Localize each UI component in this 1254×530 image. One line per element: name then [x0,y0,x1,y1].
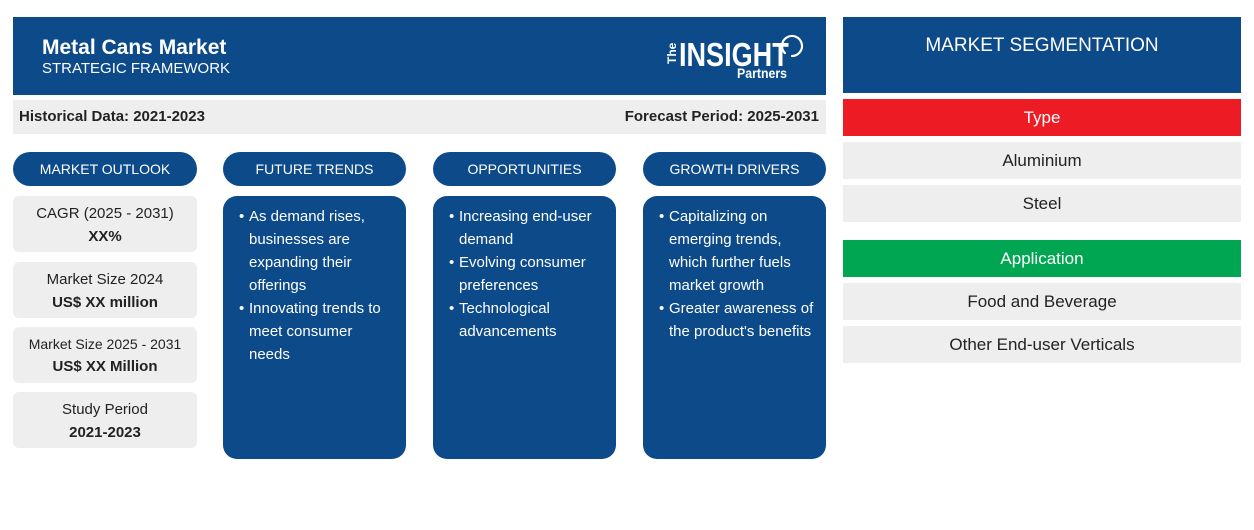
growth-drivers-box: Capitalizing on emerging trends, which f… [643,196,826,459]
market-outlook-heading: MARKET OUTLOOK [13,152,197,186]
header-banner: Metal Cans Market STRATEGIC FRAMEWORK Th… [13,17,826,95]
page-title: Metal Cans Market [42,36,227,59]
historical-data-label: Historical Data: 2021-2023 [19,108,205,125]
growth-drivers-list: Capitalizing on emerging trends, which f… [643,196,815,343]
list-item: Innovating trends to meet consumer needs [239,297,395,366]
list-item: Increasing end-user demand [449,205,605,251]
segmentation-header: MARKET SEGMENTATION [843,17,1241,93]
period-bar: Historical Data: 2021-2023 Forecast Peri… [13,100,826,134]
segment-group-type: Type [843,99,1241,136]
segmentation-title: MARKET SEGMENTATION [925,35,1159,56]
outlook-card-label: Market Size 2024 [46,271,164,288]
opportunities-box: Increasing end-user demand Evolving cons… [433,196,616,459]
outlook-card-value: 2021-2023 [69,424,141,441]
opportunities-list: Increasing end-user demand Evolving cons… [433,196,605,343]
page-subtitle: STRATEGIC FRAMEWORK [42,60,231,77]
future-trends-box: As demand rises, businesses are expandin… [223,196,406,459]
growth-drivers-heading: GROWTH DRIVERS [643,152,826,186]
future-trends-heading: FUTURE TRENDS [223,152,406,186]
outlook-card-value: US$ XX million [52,294,158,311]
list-item: Greater awareness of the product's benef… [659,297,815,343]
outlook-card-cagr: CAGR (2025 - 2031) XX% [13,196,197,252]
logo-ring-icon [780,34,804,58]
outlook-card-study-period: Study Period 2021-2023 [13,392,197,448]
logo-the-text: The [665,42,679,65]
outlook-card-label: Study Period [62,401,148,418]
outlook-card-value: XX% [88,228,122,245]
outlook-card-value: US$ XX Million [52,358,158,375]
segment-item: Steel [843,185,1241,222]
future-trends-list: As demand rises, businesses are expandin… [223,196,395,366]
logo-partners-text: Partners [737,65,787,81]
forecast-period-label: Forecast Period: 2025-2031 [624,108,819,125]
segment-group-application: Application [843,240,1241,277]
company-logo: The INSIGHT Partners [661,31,811,87]
list-item: Evolving consumer preferences [449,251,605,297]
list-item: As demand rises, businesses are expandin… [239,205,395,297]
outlook-card-market-size-forecast: Market Size 2025 - 2031 US$ XX Million [13,327,197,383]
outlook-card-market-size-2024: Market Size 2024 US$ XX million [13,262,197,318]
segment-item: Food and Beverage [843,283,1241,320]
logo-wordmark: INSIGHT [679,36,789,73]
outlook-card-label: CAGR (2025 - 2031) [36,205,174,222]
segment-item: Aluminium [843,142,1241,179]
list-item: Capitalizing on emerging trends, which f… [659,205,815,297]
list-item: Technological advancements [449,297,605,343]
opportunities-heading: OPPORTUNITIES [433,152,616,186]
segment-item: Other End-user Verticals [843,326,1241,363]
outlook-card-label: Market Size 2025 - 2031 [28,336,182,352]
